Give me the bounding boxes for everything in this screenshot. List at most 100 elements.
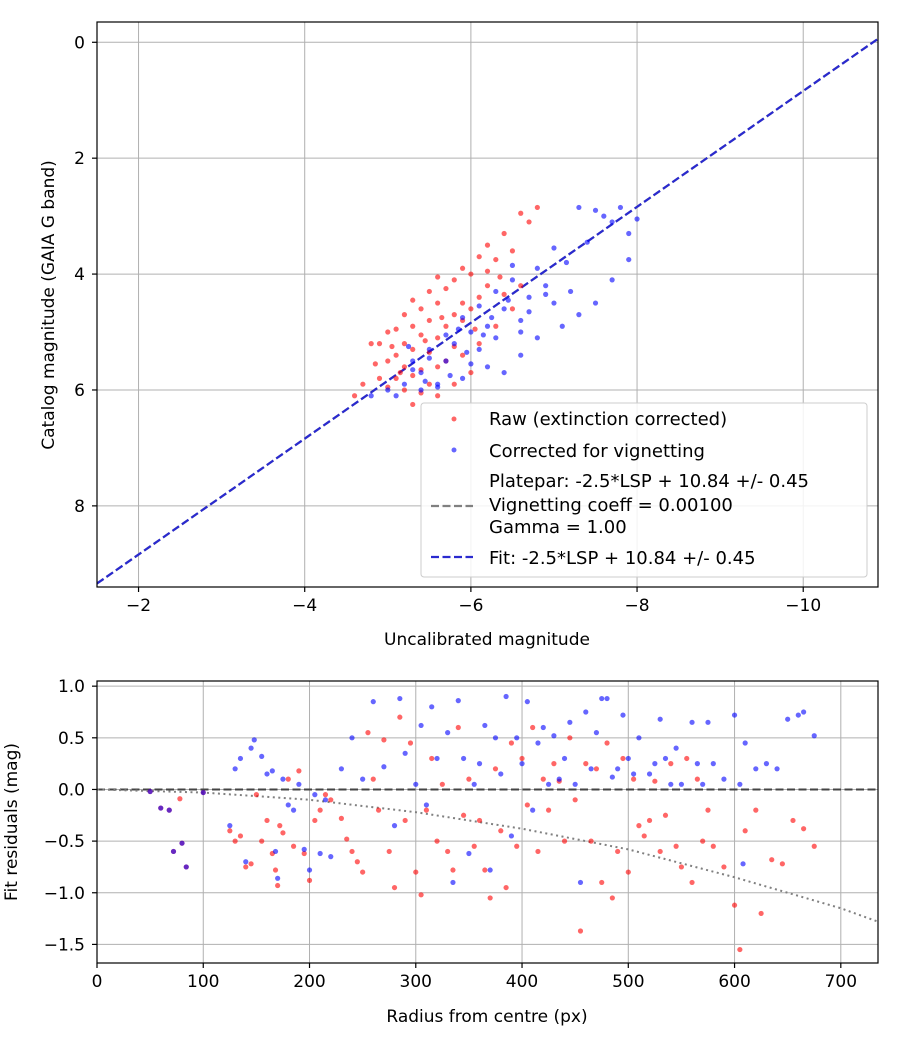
raw-point — [534, 204, 540, 211]
corrected-point — [662, 755, 669, 762]
corrected-point — [604, 695, 610, 702]
corrected-point — [540, 724, 546, 731]
raw-point — [593, 766, 600, 772]
corrected-point — [501, 306, 507, 312]
corrected-point — [471, 781, 477, 787]
corrected-point — [147, 788, 153, 795]
raw-point — [476, 341, 482, 347]
corrected-point — [476, 761, 483, 767]
corrected-point — [423, 802, 430, 808]
corrected-point — [567, 719, 573, 725]
legend-corrected-marker — [451, 447, 457, 453]
raw-point — [476, 294, 482, 300]
raw-point — [435, 393, 441, 399]
y-tick-label: −0.5 — [44, 832, 85, 852]
raw-point — [389, 343, 395, 350]
bottom-x-axis-label: Radius from centre (px) — [386, 1007, 587, 1027]
raw-point — [401, 341, 408, 347]
raw-point — [476, 817, 483, 824]
raw-point — [296, 768, 302, 774]
corrected-point — [410, 358, 416, 364]
corrected-point — [237, 755, 244, 762]
corrected-point — [556, 776, 562, 782]
corrected-point — [482, 722, 488, 729]
corrected-point — [447, 372, 453, 379]
raw-point — [518, 210, 524, 216]
raw-point — [526, 219, 532, 225]
raw-point — [518, 283, 524, 289]
corrected-point — [410, 367, 416, 373]
legend: Raw (extinction corrected) Corrected for… — [420, 402, 868, 578]
raw-point — [397, 369, 403, 376]
raw-point — [468, 271, 474, 277]
corrected-point — [401, 381, 408, 387]
corrected-point — [487, 867, 493, 873]
raw-point — [501, 230, 507, 237]
corrected-point — [561, 755, 568, 762]
raw-point — [498, 828, 504, 834]
corrected-point — [285, 802, 291, 808]
corrected-point — [652, 761, 658, 767]
raw-point — [401, 364, 408, 370]
corrected-point — [501, 369, 507, 376]
raw-point — [375, 807, 382, 813]
legend-box — [420, 402, 868, 578]
raw-point — [459, 265, 466, 271]
corrected-point — [530, 807, 536, 813]
x-tick-label: −8 — [625, 596, 650, 616]
raw-point — [641, 833, 647, 839]
corrected-point — [296, 781, 302, 787]
corrected-point — [543, 283, 549, 289]
corrected-point — [455, 698, 461, 704]
corrected-point — [280, 776, 286, 782]
corrected-point — [418, 722, 424, 729]
corrected-point — [312, 792, 318, 798]
corrected-point — [443, 358, 449, 364]
corrected-point — [251, 737, 257, 743]
corrected-point — [740, 861, 746, 867]
corrected-point — [592, 207, 599, 213]
raw-point — [657, 848, 663, 855]
corrected-point — [493, 288, 499, 295]
raw-point — [418, 306, 424, 312]
corrected-point — [360, 776, 366, 782]
raw-point — [306, 877, 313, 883]
raw-point — [317, 807, 323, 813]
top-x-axis-label: Uncalibrated magnitude — [384, 630, 590, 650]
x-tick-label: 100 — [187, 972, 219, 992]
corrected-point — [583, 709, 589, 715]
corrected-point — [710, 761, 716, 767]
corrected-point — [620, 712, 626, 718]
raw-point — [451, 277, 457, 283]
corrected-point — [450, 879, 456, 886]
raw-point — [652, 778, 658, 784]
raw-point — [609, 895, 615, 901]
raw-point — [678, 864, 685, 870]
corrected-point — [631, 771, 637, 777]
corrected-point — [567, 288, 574, 295]
y-tick-label: −1.5 — [44, 935, 85, 955]
raw-point — [689, 879, 695, 886]
raw-point — [393, 326, 399, 332]
raw-point — [435, 364, 441, 370]
raw-point — [705, 807, 711, 813]
corrected-point — [322, 797, 329, 803]
corrected-point — [518, 352, 524, 358]
raw-point — [503, 884, 509, 891]
raw-point — [354, 859, 360, 865]
raw-point — [402, 817, 408, 824]
raw-point — [365, 730, 371, 736]
raw-point — [401, 312, 408, 318]
corrected-point — [609, 277, 615, 283]
corrected-point — [563, 259, 570, 266]
top-data-points — [351, 204, 640, 408]
raw-point — [615, 848, 621, 855]
corrected-point — [227, 823, 233, 829]
corrected-point — [689, 719, 695, 725]
y-tick-label: 8 — [74, 497, 85, 517]
corrected-point — [508, 833, 515, 839]
raw-point — [368, 341, 374, 347]
raw-point — [385, 358, 391, 364]
raw-point — [631, 776, 637, 782]
y-tick-label: 1.0 — [58, 677, 85, 697]
